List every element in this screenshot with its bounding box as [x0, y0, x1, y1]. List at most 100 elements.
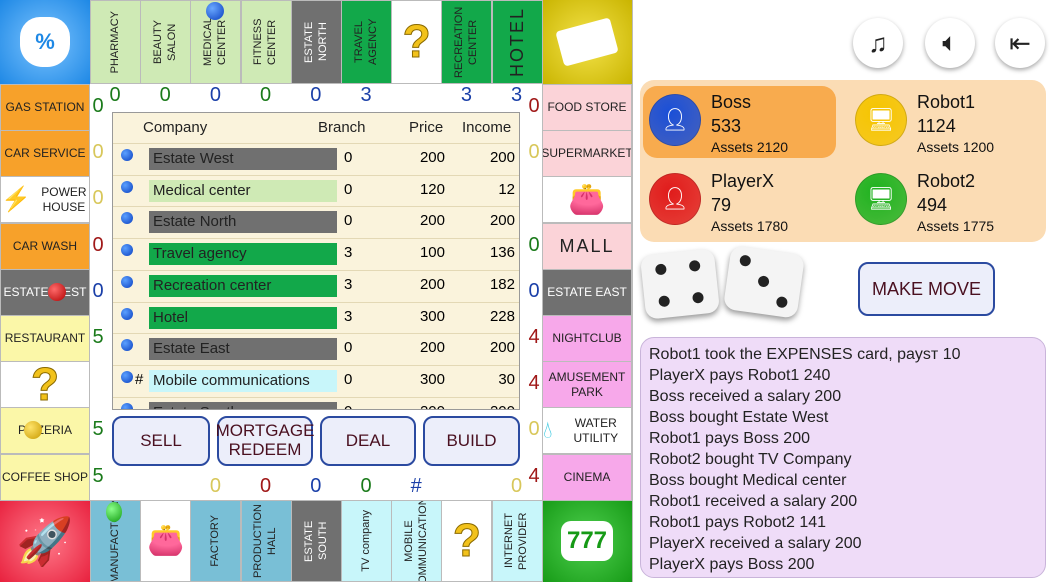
tile-food-store[interactable]: FOOD STORE: [542, 84, 632, 131]
header-branch: Branch: [318, 119, 366, 136]
tile-label: COFFEE SHOP: [1, 469, 88, 484]
header-company: Company: [143, 119, 208, 136]
deal-button[interactable]: DEAL: [320, 416, 416, 466]
sound-button[interactable]: 🔈︎: [925, 18, 975, 68]
tile-estate-west[interactable]: ESTATE WEST: [0, 268, 90, 316]
tile-label: AMUSEMENT PARK: [548, 369, 626, 399]
tile-restaurant[interactable]: RESTAURANT: [0, 315, 90, 362]
user-avatar-icon: 👤︎: [649, 94, 701, 146]
tile-fitness-center[interactable]: FITNESS CENTER: [240, 0, 292, 84]
robot-computer-icon: 🖥︎: [855, 94, 907, 146]
tile-cinema[interactable]: CINEMA: [542, 453, 632, 501]
tile-gas-station[interactable]: GAS STATION: [0, 84, 90, 131]
player-name: Robot2: [917, 171, 976, 191]
table-row[interactable]: Estate North 0 200 200: [113, 206, 519, 238]
tile-estate-south[interactable]: ESTATE SOUTH: [290, 500, 342, 582]
branch-count: 4: [528, 464, 540, 487]
tile-coffee-shop[interactable]: COFFEE SHOP: [0, 453, 90, 501]
branch-count: 0: [260, 84, 272, 106]
branch-count: #: [410, 475, 422, 497]
tile-estate-east[interactable]: ESTATE EAST: [542, 268, 632, 316]
log-entry: Robot2 bought TV Company: [649, 451, 852, 468]
table-row[interactable]: Estate West 0 200 200: [113, 143, 519, 175]
tile-mobile-communications[interactable]: MOBILE COMMUNICATIONS: [391, 500, 443, 582]
income-value: 228: [489, 307, 515, 325]
table-row[interactable]: Medical center 0 120 12: [113, 174, 519, 207]
tile-label: BEAUTY SALON: [151, 20, 178, 65]
tile-car-service[interactable]: CAR SERVICE: [0, 130, 90, 178]
player-card-robot2[interactable]: 🖥︎ Robot2 494 Assets 1775: [849, 165, 1039, 237]
tile-label: FITNESS CENTER: [252, 18, 279, 66]
tile-expenses-right[interactable]: 👛: [542, 176, 632, 224]
sell-button[interactable]: SELL: [112, 416, 210, 466]
music-icon: ♫: [868, 27, 888, 58]
company-name: Estate East: [149, 338, 337, 361]
table-row[interactable]: Hotel 3 300 228: [113, 301, 519, 334]
game-log[interactable]: Robot1 took the EXPENSES card, paysт 10 P…: [640, 337, 1046, 578]
tile-factory[interactable]: FACTORY: [190, 500, 242, 582]
income-value: 200: [489, 339, 515, 357]
branch-value: 0: [344, 403, 352, 409]
exit-button[interactable]: ⇤: [995, 18, 1045, 68]
tile-estate-north[interactable]: ESTATE NORTH: [290, 0, 342, 84]
tile-pizzeria[interactable]: PIZZERIA: [0, 407, 90, 455]
table-row[interactable]: Travel agency 3 100 136: [113, 238, 519, 270]
tile-label: ESTATE WEST: [3, 284, 87, 299]
die-pip: [688, 259, 701, 272]
tile-internet-provider[interactable]: INTERNET PROVIDER: [491, 500, 543, 582]
tile-label: ESTATE EAST: [547, 284, 627, 299]
corner-casino: 777: [542, 500, 632, 582]
make-move-button[interactable]: MAKE MOVE: [858, 262, 995, 316]
table-row[interactable]: Estate East 0 200 200: [113, 333, 519, 365]
tile-tv-company[interactable]: TV company: [341, 500, 392, 582]
tile-production-hall[interactable]: PRODUCTION HALL: [240, 500, 292, 582]
table-row[interactable]: Estate South 0 200 200: [113, 396, 519, 409]
tile-travel-agency[interactable]: TRAVEL AGENCY: [341, 0, 392, 84]
build-button[interactable]: BUILD: [423, 416, 520, 466]
log-entry: Robot1 pays Robot2 141: [649, 514, 827, 531]
tile-water-utility[interactable]: 💧︎ WATER UTILITY: [542, 407, 632, 455]
tile-beauty-salon[interactable]: BEAUTY SALON: [140, 0, 192, 84]
tile-recreation-center[interactable]: RECREATION CENTER: [441, 0, 493, 84]
mortgage-redeem-button[interactable]: MORTGAGE REDEEM: [215, 416, 315, 466]
branch-count: 0: [528, 418, 540, 441]
tile-pharmacy[interactable]: PHARMACY: [90, 0, 141, 84]
exit-icon: ⇤: [1009, 27, 1031, 58]
tile-car-wash[interactable]: CAR WASH: [0, 222, 90, 270]
branch-count: 3: [460, 84, 472, 106]
player-assets: Assets 2120: [711, 139, 789, 155]
price-value: 100: [419, 244, 445, 262]
company-name: Hotel: [149, 306, 337, 329]
tile-hotel[interactable]: HOTEL: [491, 0, 543, 84]
player-card-playerx[interactable]: 👤︎ PlayerX 79 Assets 1780: [643, 165, 833, 237]
owner-dot-icon: [121, 275, 133, 288]
money-bag-icon: %: [20, 17, 70, 67]
tile-expenses-bottom[interactable]: 👛: [140, 500, 192, 582]
branch-count: 0: [109, 84, 121, 106]
mortgage-label: MORTGAGE: [215, 421, 315, 441]
tile-chance-left[interactable]: ?: [0, 361, 90, 409]
tile-mall[interactable]: MALL: [542, 222, 632, 270]
tile-amusement-park[interactable]: AMUSEMENT PARK: [542, 361, 632, 409]
tile-nightclub[interactable]: NIGHTCLUB: [542, 315, 632, 362]
income-value: 200: [489, 212, 515, 230]
company-table[interactable]: Company Branch Price Income Estate West 0…: [112, 112, 520, 410]
tile-label: GAS STATION: [5, 100, 85, 114]
price-value: 120: [419, 180, 445, 198]
player-card-robot1[interactable]: 🖥︎ Robot1 1124 Assets 1200: [849, 86, 1039, 158]
purse-icon: 👛: [147, 524, 185, 558]
tile-chance-top[interactable]: ?: [391, 0, 443, 84]
player-card-boss[interactable]: 👤︎ Boss 533 Assets 2120: [643, 86, 836, 158]
branch-count: 5: [92, 464, 104, 487]
tile-chance-bottom[interactable]: ?: [441, 500, 493, 582]
tile-power-house[interactable]: ⚡ POWER HOUSE: [0, 176, 90, 224]
branch-count: 0: [92, 95, 104, 117]
table-row[interactable]: Recreation center 3 200 182: [113, 269, 519, 302]
die-pip: [658, 295, 671, 308]
tile-supermarket[interactable]: SUPERMARKET: [542, 130, 632, 178]
question-mark-icon: ?: [30, 361, 60, 409]
table-row[interactable]: # Mobile communications 0 300 30: [113, 364, 519, 397]
music-button[interactable]: ♫: [853, 18, 903, 68]
tile-label: FACTORY: [209, 515, 222, 567]
log-entry: Boss bought Estate West: [649, 409, 829, 426]
